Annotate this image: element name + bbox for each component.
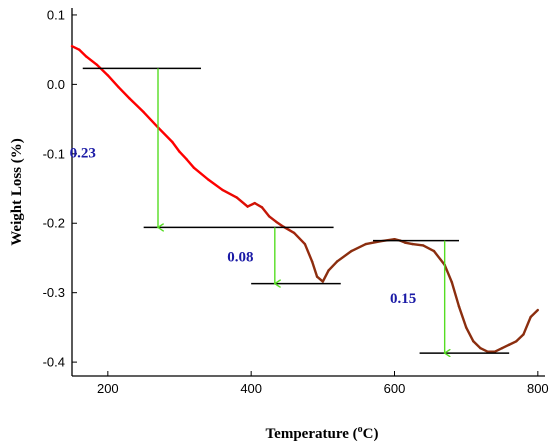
curve-segment <box>421 244 436 253</box>
curve-segment <box>275 220 285 228</box>
x-axis-title-tail: C) <box>363 426 379 442</box>
curve-segment <box>128 97 145 114</box>
curve-segment <box>192 166 210 181</box>
step-label: 0.23 <box>70 145 96 161</box>
curve-segment <box>457 305 468 329</box>
x-tick-label: 400 <box>240 381 262 396</box>
y-tick-label: -0.1 <box>43 146 65 161</box>
curve-segment <box>493 347 504 353</box>
curve-segment <box>315 275 325 283</box>
curve-segment <box>303 242 314 263</box>
x-axis-title: Temperature (oC) <box>266 424 379 442</box>
y-tick-label: -0.3 <box>43 285 65 300</box>
curve-segment <box>267 215 278 224</box>
curve-segment <box>310 260 319 278</box>
curve-segment <box>246 201 256 208</box>
x-tick-label: 800 <box>527 381 549 396</box>
curve-segment <box>500 343 511 350</box>
y-tick-label: 0.0 <box>47 77 65 92</box>
curve-segment <box>171 140 181 153</box>
curve-segment <box>404 241 414 246</box>
x-axis-title-sup: o <box>358 424 363 435</box>
curve-segment <box>522 315 532 336</box>
curve-segment <box>235 196 249 208</box>
curve-segment <box>472 340 482 350</box>
curve-segment <box>85 55 99 67</box>
x-tick-label: 200 <box>97 381 119 396</box>
curve-segment <box>464 326 475 343</box>
curve-segment <box>411 242 425 247</box>
y-tick-label: -0.2 <box>43 216 65 231</box>
curve-segment <box>292 231 307 246</box>
curve-segment <box>432 249 446 267</box>
curve-segment <box>450 281 461 308</box>
curve-segment <box>156 126 174 144</box>
curve-segment <box>185 158 196 169</box>
curve-segment <box>350 242 368 253</box>
curve-segment <box>260 206 271 218</box>
curve-segment <box>253 201 264 209</box>
curve-segment <box>327 260 339 272</box>
curve-segment <box>77 48 88 58</box>
curve-segment <box>335 249 353 263</box>
step-label: 0.15 <box>390 291 416 307</box>
curve-segment <box>321 269 330 283</box>
curve-segment <box>221 188 239 199</box>
curve-segment <box>529 308 540 319</box>
y-tick-label: 0.1 <box>47 7 65 22</box>
x-tick-label: 600 <box>384 381 406 396</box>
curve-segment <box>507 340 518 346</box>
x-axis-title-main: Temperature ( <box>266 426 358 442</box>
curve-segment <box>479 347 489 353</box>
curve-segment <box>443 263 454 284</box>
curve-segment <box>206 178 224 192</box>
y-axis-title: Weight Loss (%) <box>9 138 25 246</box>
curve-segment <box>95 63 110 77</box>
plot-area: 200 400 600 800 0.1 0.0 -0.1 -0.2 -0.3 -0.4 0.23 0.… <box>43 7 549 396</box>
curve-segment <box>142 110 160 129</box>
curve-segment <box>117 85 131 100</box>
curve-segment <box>106 74 120 89</box>
curve-segment <box>364 240 382 246</box>
curve-segment <box>178 150 188 161</box>
curve-segment <box>515 333 525 343</box>
y-tick-label: -0.4 <box>43 355 65 370</box>
step-label: 0.08 <box>227 249 253 265</box>
curve-segment <box>70 44 81 51</box>
